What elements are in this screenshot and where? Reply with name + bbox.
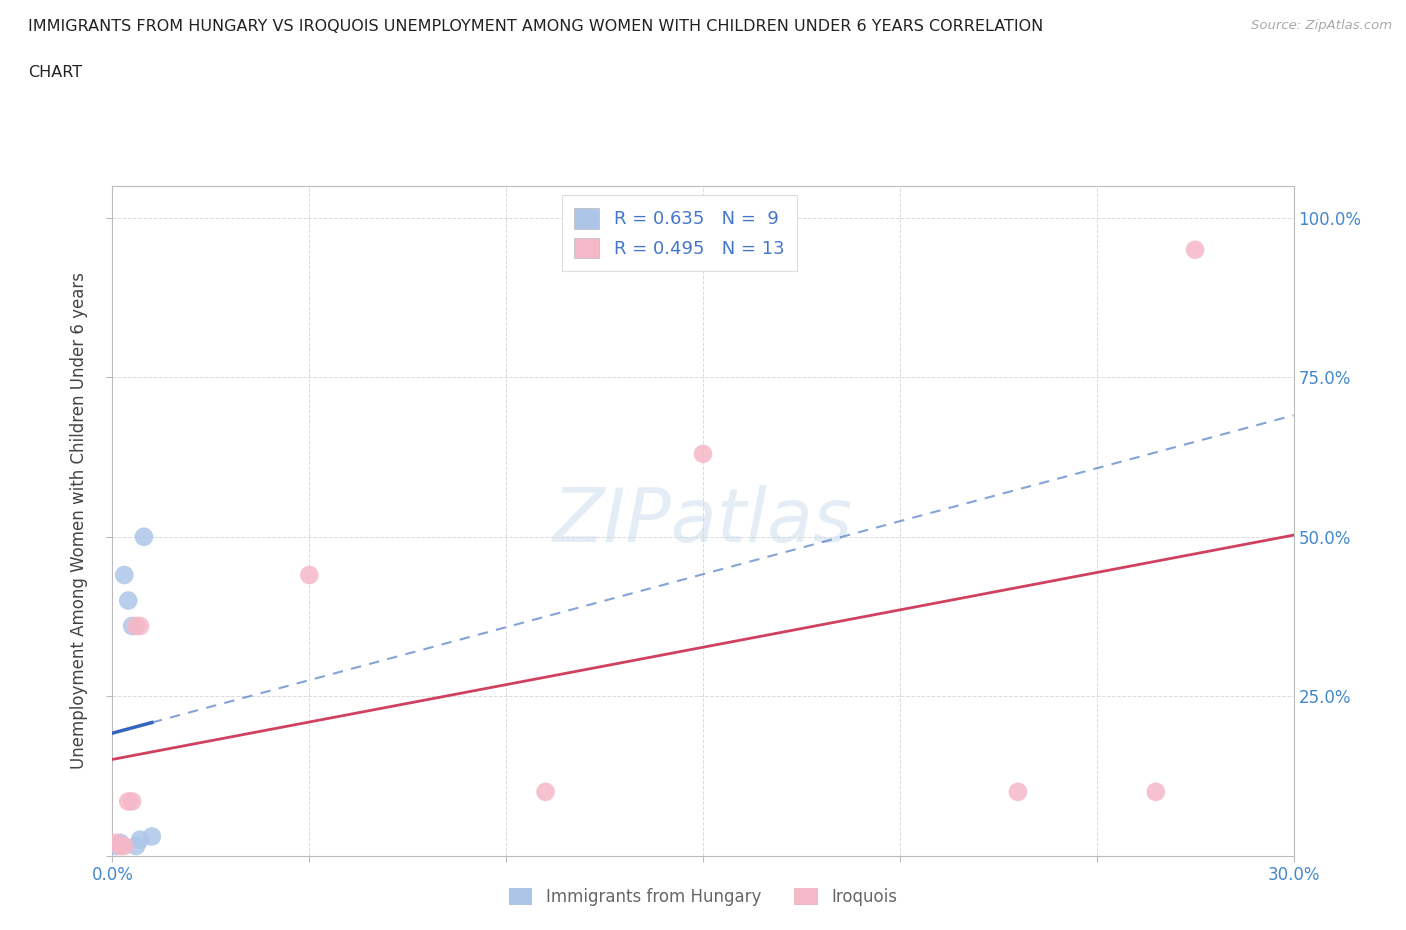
Point (1007, 784, 1029, 799)
Point (132, 529, 155, 544)
Point (1144, 784, 1167, 799)
Point (117, 794, 139, 809)
Point (112, 839, 135, 854)
Text: ZIPatlas: ZIPatlas (553, 485, 853, 557)
Point (1184, 243, 1206, 258)
Legend: Immigrants from Hungary, Iroquois: Immigrants from Hungary, Iroquois (502, 881, 904, 912)
Text: IMMIGRANTS FROM HUNGARY VS IROQUOIS UNEMPLOYMENT AMONG WOMEN WITH CHILDREN UNDER: IMMIGRANTS FROM HUNGARY VS IROQUOIS UNEM… (28, 19, 1043, 33)
Point (534, 784, 557, 799)
Text: CHART: CHART (28, 65, 82, 80)
Point (692, 446, 714, 461)
Point (105, 835, 128, 850)
Text: Source: ZipAtlas.com: Source: ZipAtlas.com (1251, 19, 1392, 32)
Point (121, 618, 143, 633)
Point (125, 618, 148, 633)
Legend: R = 0.635   N =  9, R = 0.495   N = 13: R = 0.635 N = 9, R = 0.495 N = 13 (561, 195, 797, 271)
Point (125, 839, 148, 854)
Point (112, 567, 135, 582)
Point (141, 829, 163, 844)
Point (110, 839, 132, 854)
Point (129, 618, 152, 633)
Point (117, 593, 139, 608)
Y-axis label: Unemployment Among Women with Children Under 6 years: Unemployment Among Women with Children U… (70, 272, 89, 769)
Point (121, 794, 143, 809)
Point (105, 839, 128, 854)
Point (129, 832, 152, 847)
Point (298, 567, 321, 582)
Point (110, 835, 132, 850)
